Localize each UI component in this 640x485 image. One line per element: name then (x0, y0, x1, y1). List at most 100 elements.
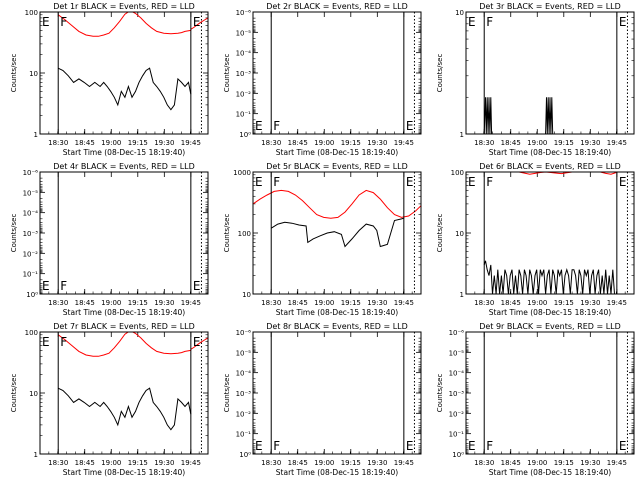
series-red-2 (190, 17, 208, 30)
y-tick-label: 10⁻⁵ (236, 349, 252, 357)
x-tick-label: 19:00 (101, 139, 121, 147)
panel-det-4: Det 4r BLACK = Events, RED = LLD Counts/s… (10, 162, 209, 317)
panel-title: Det 9r BLACK = Events, RED = LLD (479, 322, 621, 331)
marker-label-F: F (486, 15, 493, 29)
y-tick-label: 1 (460, 291, 464, 299)
y-tick-label: 10⁻¹ (23, 271, 39, 279)
plot-area (57, 12, 208, 111)
y-tick-label: 10⁻⁴ (23, 210, 39, 218)
x-axis-label: Start Time (08-Dec-15 18:19:40) (63, 308, 185, 317)
x-tick-label: 19:45 (607, 139, 627, 147)
x-tick-label: 18:45 (288, 459, 308, 467)
y-tick-label: 10⁻⁵ (449, 349, 465, 357)
x-tick-label: 18:45 (288, 139, 308, 147)
y-axis-label: Counts/sec (436, 214, 444, 253)
y-tick-label: 10⁻⁶ (449, 329, 465, 337)
y-tick-label: 10⁻⁴ (449, 370, 465, 378)
y-tick-label: 10⁻³ (236, 70, 252, 78)
marker-label-E-left: E (468, 15, 476, 29)
plot-frame (39, 331, 209, 455)
panel-det-3: Det 3r BLACK = Events, RED = LLD Counts/s… (436, 2, 635, 157)
x-tick-label: 19:00 (527, 459, 547, 467)
panel-title: Det 1r BLACK = Events, RED = LLD (53, 2, 195, 11)
x-tick-label: 19:30 (580, 459, 600, 467)
x-tick-label: 19:15 (554, 139, 574, 147)
plot-frame (252, 11, 422, 135)
series-red-2 (190, 337, 208, 350)
x-tick-label: 19:30 (367, 459, 387, 467)
series-red-1 (57, 12, 191, 37)
x-tick-label: 19:00 (527, 299, 547, 307)
x-tick-label: 18:30 (261, 139, 281, 147)
x-axis-label: Start Time (08-Dec-15 18:19:40) (276, 308, 398, 317)
y-tick-label: 1 (34, 451, 38, 459)
x-tick-label: 18:30 (474, 299, 494, 307)
y-tick-label: 10⁰ (452, 451, 464, 459)
x-tick-label: 18:45 (75, 459, 95, 467)
panel-title: Det 2r BLACK = Events, RED = LLD (266, 2, 408, 11)
x-tick-label: 19:00 (314, 139, 334, 147)
x-tick-label: 19:45 (394, 459, 414, 467)
x-tick-label: 19:15 (341, 139, 361, 147)
series-red-1 (57, 332, 191, 357)
series-red-2 (600, 172, 617, 175)
plot-area (57, 332, 208, 431)
marker-label-E-left: E (42, 335, 50, 349)
x-tick-label: 19:45 (181, 139, 201, 147)
y-tick-label: 10⁰ (26, 291, 38, 299)
x-tick-label: 19:45 (607, 459, 627, 467)
marker-label-E: E (193, 15, 201, 29)
x-tick-label: 19:45 (394, 139, 414, 147)
x-tick-label: 19:00 (314, 299, 334, 307)
plot-frame (465, 11, 635, 135)
y-tick-label: 10⁻³ (23, 230, 39, 238)
x-tick-label: 18:45 (75, 139, 95, 147)
x-tick-label: 18:30 (474, 459, 494, 467)
panel-title: Det 5r BLACK = Events, RED = LLD (266, 162, 408, 171)
x-tick-label: 19:30 (154, 459, 174, 467)
y-tick-label: 10 (29, 390, 38, 398)
x-tick-label: 19:00 (101, 459, 121, 467)
plot-area (483, 97, 554, 134)
panel-title: Det 7r BLACK = Events, RED = LLD (53, 322, 195, 331)
y-tick-label: 10 (242, 291, 251, 299)
series-black-3 (57, 67, 192, 111)
x-tick-label: 19:15 (554, 299, 574, 307)
marker-label-E: E (193, 335, 201, 349)
panel-det-2: Det 2r BLACK = Events, RED = LLD Counts/s… (223, 2, 422, 157)
panel-det-7: Det 7r BLACK = Events, RED = LLD Counts/s… (10, 322, 209, 477)
panel-det-9: Det 9r BLACK = Events, RED = LLD Counts/s… (436, 322, 635, 477)
y-tick-label: 10⁰ (239, 131, 251, 139)
x-tick-label: 18:45 (288, 299, 308, 307)
y-tick-label: 10⁰ (239, 451, 251, 459)
panel-title: Det 6r BLACK = Events, RED = LLD (479, 162, 621, 171)
y-axis-label: Counts/sec (436, 374, 444, 413)
marker-label-F: F (273, 119, 280, 133)
marker-label-E-left: E (255, 439, 263, 453)
x-tick-label: 18:30 (48, 139, 68, 147)
y-tick-label: 10 (455, 9, 464, 17)
panel-det-6: Det 6r BLACK = Events, RED = LLD Counts/s… (436, 162, 635, 317)
x-tick-label: 19:15 (128, 459, 148, 467)
y-axis-label: Counts/sec (223, 54, 231, 93)
x-tick-label: 19:30 (154, 139, 174, 147)
y-tick-label: 10⁻⁶ (236, 9, 252, 17)
marker-label-E: E (619, 439, 627, 453)
marker-label-F: F (60, 335, 67, 349)
plot-frame (252, 331, 422, 455)
panel-title: Det 4r BLACK = Events, RED = LLD (53, 162, 195, 171)
y-axis-label: Counts/sec (223, 374, 231, 413)
y-axis-label: Counts/sec (10, 374, 18, 413)
x-tick-label: 18:30 (261, 459, 281, 467)
marker-label-E: E (406, 175, 414, 189)
y-axis-label: Counts/sec (223, 214, 231, 253)
x-tick-label: 19:00 (101, 299, 121, 307)
plot-frame (39, 171, 209, 295)
x-tick-label: 19:45 (394, 299, 414, 307)
plot-frame (252, 171, 422, 295)
marker-label-E: E (406, 119, 414, 133)
x-tick-label: 18:45 (501, 459, 521, 467)
marker-label-E-left: E (42, 15, 50, 29)
